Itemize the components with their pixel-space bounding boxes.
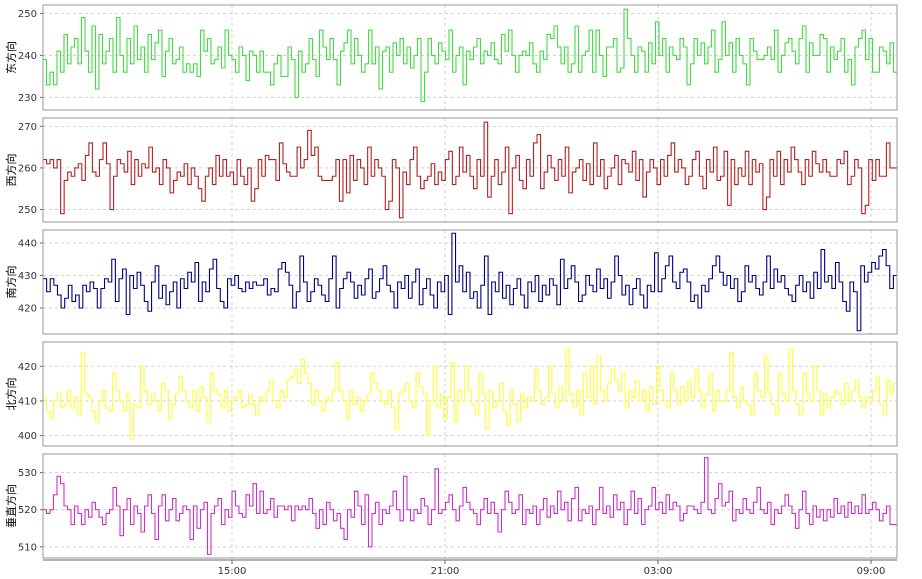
panel-border: [42, 4, 898, 111]
y-tick-label: 230: [18, 93, 37, 104]
y-axis-label: 北方向: [4, 378, 18, 411]
x-tick-label: 21:00: [431, 566, 460, 577]
y-axis-label: 南方向: [4, 266, 18, 299]
y-tick-label: 240: [18, 51, 37, 62]
series-line: [43, 232, 897, 332]
x-tick-label: 15:00: [218, 566, 247, 577]
x-tick-label: 03:00: [644, 566, 673, 577]
y-axis-label: 垂直方向: [4, 484, 18, 528]
panel-3: 420 430 440 南方向: [4, 229, 898, 335]
panel-2: 250 260 270 西方向: [4, 117, 898, 223]
y-tick-label: 510: [18, 542, 37, 553]
y-axis-label: 西方向: [4, 154, 18, 187]
series-line: [43, 348, 897, 440]
y-tick-label: 270: [18, 122, 37, 133]
panel-border: [42, 341, 898, 447]
panel-border: [42, 453, 898, 559]
y-axis-label: 东方向: [4, 41, 18, 74]
y-tick-label: 260: [18, 163, 37, 174]
y-tick-label: 520: [18, 505, 37, 516]
y-tick-label: 250: [18, 9, 37, 20]
y-tick-label: 440: [18, 239, 37, 250]
y-tick-label: 420: [18, 304, 37, 315]
y-tick-label: 250: [18, 205, 37, 216]
y-tick-label: 530: [18, 468, 37, 479]
y-tick-label: 400: [18, 431, 37, 442]
series-line: [43, 121, 897, 219]
x-tick-label: 09:00: [857, 566, 886, 577]
y-tick-label: 420: [18, 362, 37, 373]
plot-area: [43, 342, 897, 446]
panel-1: 230 240 250 东方向: [4, 4, 898, 111]
y-tick-label: 430: [18, 271, 37, 282]
series-line: [43, 8, 897, 103]
panel-border: [42, 117, 898, 223]
y-tick-label: 410: [18, 396, 37, 407]
panel-border: [42, 229, 898, 335]
series-line: [43, 457, 897, 555]
